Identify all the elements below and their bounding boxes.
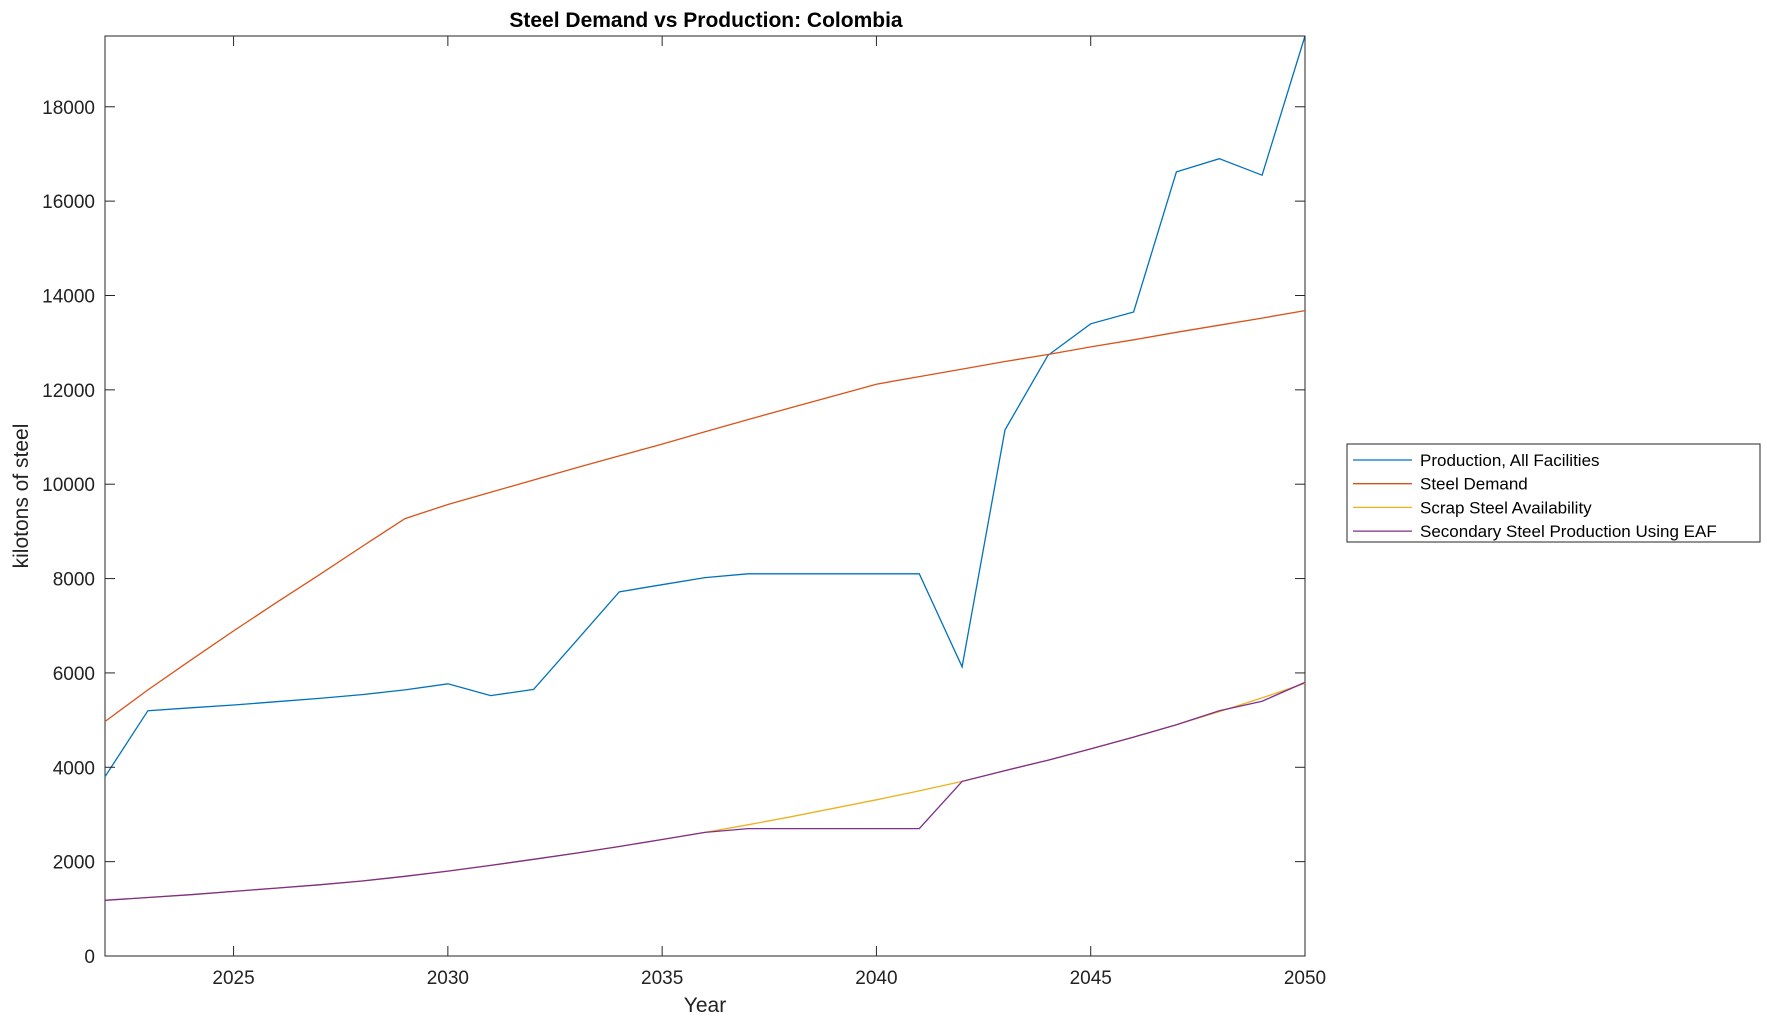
y-tick-label: 12000 <box>42 381 95 402</box>
y-tick-label: 14000 <box>42 286 95 307</box>
x-tick-label: 2045 <box>1070 968 1112 989</box>
y-tick-label: 8000 <box>53 570 95 591</box>
y-tick-label: 6000 <box>53 664 95 685</box>
x-tick-label: 2025 <box>212 968 254 989</box>
legend-label-0: Production, All Facilities <box>1420 451 1600 470</box>
series-line-3 <box>104 681 1306 901</box>
series-line-0 <box>104 35 1306 778</box>
legend-label-1: Steel Demand <box>1420 475 1528 494</box>
y-tick-label: 10000 <box>42 475 95 496</box>
y-tick-label: 2000 <box>53 853 95 874</box>
series-line-1 <box>104 309 1306 723</box>
x-axis: 2025 2030 2035 2040 2045 2050 <box>212 36 1326 989</box>
y-tick-label: 18000 <box>42 98 95 119</box>
y-tick-label: 4000 <box>53 758 95 779</box>
legend-box <box>1346 443 1761 543</box>
x-tick-label: 2035 <box>641 968 683 989</box>
y-tick-label: 0 <box>84 947 95 968</box>
x-axis-label: Year <box>684 994 726 1017</box>
y-axis: 0 2000 4000 6000 8000 10000 12000 14000 16000 180… <box>42 98 1305 968</box>
legend-label-2: Scrap Steel Availability <box>1420 498 1592 517</box>
legend-label-3: Secondary Steel Production Using EAF <box>1420 522 1717 541</box>
chart-title: Steel Demand vs Production: Colombia <box>509 9 903 32</box>
y-axis-label: kilotons of steel <box>10 424 33 569</box>
plot-frame <box>104 35 1306 957</box>
x-tick-label: 2040 <box>855 968 897 989</box>
plot-area: 2025 2030 2035 2040 2045 2050 0 2000 4000 6000 80… <box>42 35 1326 989</box>
x-tick-label: 2050 <box>1284 968 1326 989</box>
y-tick-label: 16000 <box>42 192 95 213</box>
x-tick-label: 2030 <box>427 968 469 989</box>
legend: Production, All Facilities Steel Demand Sc… <box>1346 443 1761 543</box>
series-layer <box>104 35 1306 901</box>
